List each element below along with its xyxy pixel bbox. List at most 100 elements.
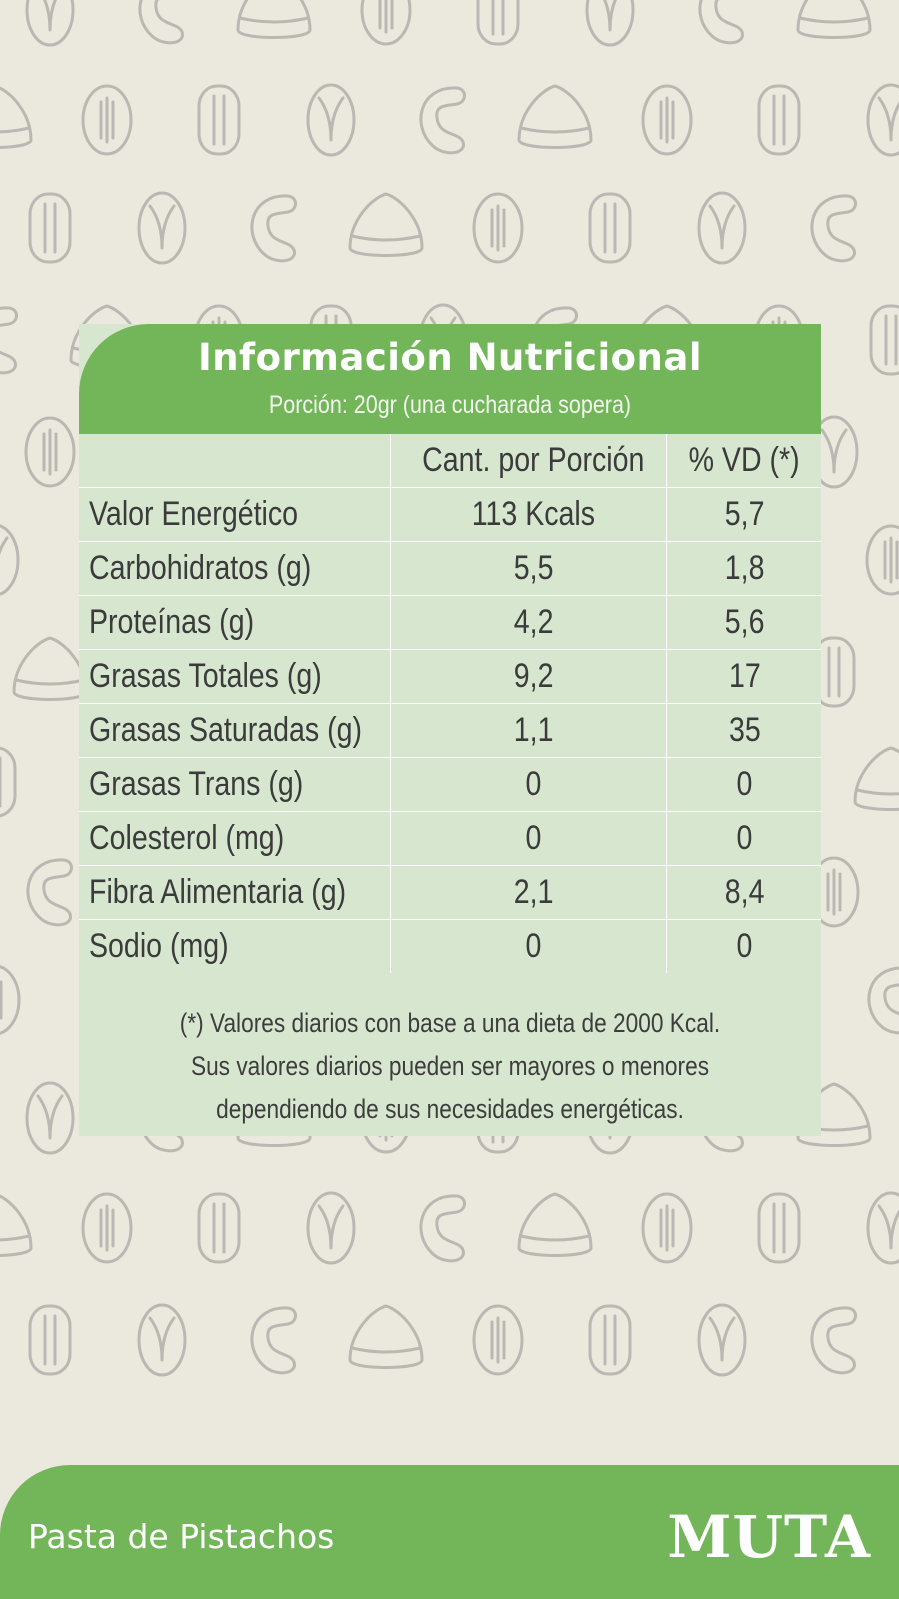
cashew-icon <box>810 1306 857 1375</box>
nutrient-daily-value: 8,4 <box>666 866 822 919</box>
chestnut-icon <box>348 1304 424 1369</box>
pistachio-icon <box>25 0 75 47</box>
nutrient-amount: 0 <box>390 920 676 973</box>
nutrient-amount: 0 <box>390 812 676 865</box>
footnote-line: Sus valores diarios pueden ser mayores o… <box>190 1051 710 1081</box>
nutrient-daily-value: 0 <box>666 920 822 973</box>
cashew-icon <box>250 1306 297 1375</box>
pecan-icon <box>28 1304 72 1376</box>
pecan-icon <box>588 1304 632 1376</box>
cashew-icon <box>419 86 466 155</box>
table-row: Proteínas (g) 4,2 5,6 <box>79 596 821 650</box>
pecan-icon <box>197 1192 241 1264</box>
pistachio-icon <box>306 83 356 157</box>
chestnut-icon <box>348 192 424 257</box>
product-name: Pasta de Pistachos <box>28 1517 335 1556</box>
nutrient-daily-value: 0 <box>666 758 822 811</box>
table-row: Fibra Alimentaria (g) 2,1 8,4 <box>79 866 821 920</box>
footnote-line: (*) Valores diarios con base a una dieta… <box>179 1008 721 1038</box>
chestnut-icon <box>0 84 33 149</box>
cashew-icon <box>810 194 857 263</box>
pecan-icon <box>0 746 17 818</box>
column-header-nutrient <box>89 434 389 487</box>
nutrient-daily-value: 17 <box>666 650 822 703</box>
pecan-icon <box>757 84 801 156</box>
nutrient-amount: 4,2 <box>390 596 676 649</box>
chestnut-icon <box>12 636 88 701</box>
column-header-daily-value: % VD (*) <box>666 434 822 487</box>
pistachio-icon <box>697 191 747 265</box>
nutrient-label: Carbohidratos (g) <box>89 549 312 587</box>
column-header-row: Cant. por Porción % VD (*) <box>79 434 821 488</box>
pecan-icon <box>476 0 520 46</box>
almond-icon <box>641 84 693 156</box>
cashew-icon <box>26 858 73 927</box>
nutrient-label: Grasas Saturadas (g) <box>89 711 363 749</box>
daily-value-footnote: (*) Valores diarios con base a una dieta… <box>79 1002 821 1131</box>
pistachio-icon <box>697 1303 747 1377</box>
nutrient-label: Grasas Totales (g) <box>89 657 322 695</box>
cashew-icon <box>419 1194 466 1263</box>
pecan-icon <box>28 192 72 264</box>
table-row: Colesterol (mg) 0 0 <box>79 812 821 866</box>
table-row: Valor Energético 113 Kcals 5,7 <box>79 488 821 542</box>
nutrient-label: Sodio (mg) <box>89 927 229 965</box>
pistachio-icon <box>0 523 20 597</box>
nutrient-amount: 2,1 <box>390 866 676 919</box>
pecan-icon <box>588 192 632 264</box>
nutrient-amount: 0 <box>390 758 676 811</box>
table-row: Grasas Totales (g) 9,2 17 <box>79 650 821 704</box>
almond-icon <box>24 416 76 488</box>
pistachio-icon <box>137 1303 187 1377</box>
table-row: Grasas Saturadas (g) 1,1 35 <box>79 704 821 758</box>
almond-icon <box>81 84 133 156</box>
table-title: Información Nutricional <box>197 336 703 379</box>
nutrient-daily-value: 5,6 <box>666 596 822 649</box>
pecan-icon <box>197 84 241 156</box>
nutrient-label: Fibra Alimentaria (g) <box>89 873 347 911</box>
table-row: Carbohidratos (g) 5,5 1,8 <box>79 542 821 596</box>
column-header-amount: Cant. por Porción <box>390 434 676 487</box>
nutrient-label: Grasas Trans (g) <box>89 765 304 803</box>
cashew-icon <box>250 194 297 263</box>
chestnut-icon <box>236 0 312 39</box>
nutrient-daily-value: 1,8 <box>666 542 822 595</box>
footnote-line: dependiendo de sus necesidades energétic… <box>216 1094 684 1124</box>
pistachio-icon <box>137 191 187 265</box>
pistachio-icon <box>306 1191 356 1265</box>
pistachio-icon <box>585 0 635 47</box>
almond-icon <box>360 0 412 46</box>
chestnut-icon <box>853 746 899 811</box>
cashew-icon <box>698 0 745 45</box>
nutrient-amount: 1,1 <box>390 704 676 757</box>
brand-logo: MUTA <box>667 1503 871 1571</box>
table-row: Grasas Trans (g) 0 0 <box>79 758 821 812</box>
cashew-icon <box>0 306 18 375</box>
serving-size: Porción: 20gr (una cucharada sopera) <box>268 391 632 419</box>
nutrient-daily-value: 35 <box>666 704 822 757</box>
nutrient-label: Proteínas (g) <box>89 603 255 641</box>
almond-icon <box>81 1192 133 1264</box>
nutrient-label: Colesterol (mg) <box>89 819 285 857</box>
nutrient-label: Valor Energético <box>89 495 299 533</box>
pecan-icon <box>869 304 899 376</box>
chestnut-icon <box>796 0 872 39</box>
table-header: Información Nutricional Porción: 20gr (u… <box>79 324 821 434</box>
nutrient-amount: 5,5 <box>390 542 676 595</box>
pistachio-icon <box>866 1191 899 1265</box>
nutrition-facts-table: Información Nutricional Porción: 20gr (u… <box>79 324 821 1136</box>
almond-icon <box>865 524 899 596</box>
chestnut-icon <box>0 1192 33 1257</box>
nutrient-daily-value: 5,7 <box>666 488 822 541</box>
nutrient-amount: 9,2 <box>390 650 676 703</box>
almond-icon <box>472 1304 524 1376</box>
pistachio-icon <box>866 83 899 157</box>
almond-icon <box>0 964 21 1036</box>
chestnut-icon <box>517 1192 593 1257</box>
cashew-icon <box>138 0 185 45</box>
nutrition-grid: Cant. por Porción % VD (*) Valor Energét… <box>79 434 821 973</box>
nutrient-amount: 113 Kcals <box>390 488 676 541</box>
chestnut-icon <box>517 84 593 149</box>
almond-icon <box>472 192 524 264</box>
footer-bar: Pasta de Pistachos MUTA <box>0 1465 899 1599</box>
